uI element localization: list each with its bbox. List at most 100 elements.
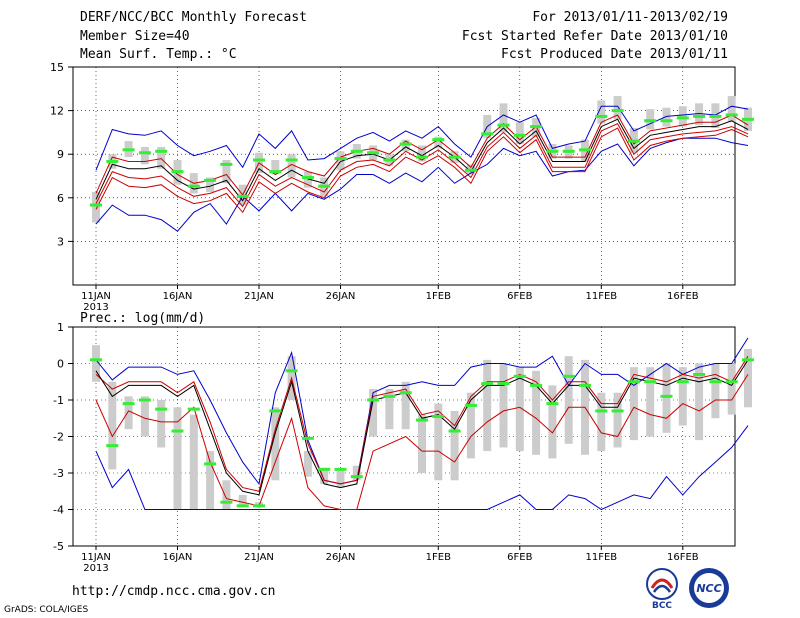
ensemble-box <box>499 103 508 133</box>
ncc-logo-text: NCC <box>696 582 721 595</box>
ensemble-box <box>157 146 166 169</box>
x-tick-label: 1FEB <box>426 291 451 302</box>
ensemble-box <box>369 389 378 437</box>
ensemble-box <box>336 151 345 171</box>
forecast-started-date: Fcst Started Refer Date 2013/01/10 <box>461 29 728 44</box>
ensemble-box <box>695 103 704 126</box>
x-tick-label: 6FEB <box>507 291 532 302</box>
ensemble-box <box>287 154 296 178</box>
series-line-p10 <box>95 374 749 510</box>
ensemble-box <box>695 363 704 441</box>
temperature-panel: 3 6 9 12 15 11JAN 16JAN 21JAN 26JAN 1FEB 6FEB 11FEB… <box>50 61 754 313</box>
y-tick-label: 0 <box>57 358 64 371</box>
ensemble-box <box>173 407 182 510</box>
forecast-produced-date: Fcst Produced Date 2013/01/11 <box>501 47 728 62</box>
ensemble-box <box>434 136 443 149</box>
ensemble-box <box>385 389 394 430</box>
ensemble-box <box>108 381 117 470</box>
series-line-p10 <box>95 123 749 208</box>
ensemble-box <box>352 465 361 481</box>
forecast-period: For 2013/01/11-2013/02/19 <box>532 10 728 25</box>
x-tick-label: 11FEB <box>585 552 617 563</box>
x-tick-label: 11FEB <box>585 291 617 302</box>
x-tick-label: 26JAN <box>326 552 356 563</box>
chart-title: DERF/NCC/BCC Monthly Forecast <box>80 10 307 25</box>
y-tick-label: 3 <box>57 235 64 248</box>
y-tick-label: -4 <box>53 504 64 517</box>
x-tick-label: 1FEB <box>426 552 451 563</box>
ensemble-box <box>206 177 215 192</box>
x-tick-label: 16FEB <box>667 552 699 563</box>
ensemble-box <box>597 100 606 124</box>
ncc-logo: NCC <box>689 568 729 608</box>
ensemble-box <box>303 451 312 477</box>
ensemble-box <box>450 410 459 481</box>
ensemble-box <box>434 403 443 481</box>
x-tick-label: 21JAN <box>244 291 274 302</box>
bcc-logo: BCC <box>646 568 678 610</box>
ensemble-box <box>255 502 263 506</box>
x-year-label: 2013 <box>83 563 108 574</box>
ensemble-box <box>189 414 198 510</box>
x-year-label: 2013 <box>83 302 108 313</box>
precip-panel: 1 0 -1 -2 -3 -4 -5 11JAN 16JAN 21JAN 26JAN 1FEB 6FEB… <box>53 321 754 574</box>
x-tick-label: 26JAN <box>326 291 356 302</box>
grads-credit: GrADS: COLA/IGES <box>4 605 89 615</box>
ensemble-box <box>140 396 149 437</box>
series-line-p90 <box>95 355 749 492</box>
y-tick-label: -1 <box>53 394 64 407</box>
ensemble-box <box>124 396 133 430</box>
y-tick-label: 1 <box>57 321 64 334</box>
series-line-mean <box>95 359 749 496</box>
ensemble-box <box>515 367 524 452</box>
ensemble-box <box>140 146 149 165</box>
ensemble-box <box>629 367 638 441</box>
precip-panel-label: Prec.: log(mm/d) <box>80 311 206 326</box>
series-line-min <box>95 137 749 232</box>
ensemble-box <box>711 363 720 419</box>
ensemble-box <box>483 359 492 452</box>
ensemble-box <box>418 145 426 162</box>
ensemble-box <box>613 96 622 120</box>
ensemble-box <box>92 345 100 382</box>
series-line-min <box>95 425 749 511</box>
ensemble-box <box>662 363 671 433</box>
x-tick-label: 6FEB <box>507 552 532 563</box>
ensemble-box <box>532 370 541 455</box>
ensemble-box <box>303 171 312 188</box>
member-size: Member Size=40 <box>80 29 190 44</box>
y-tick-label: 12 <box>50 105 64 118</box>
ensemble-box <box>499 363 508 448</box>
ensemble-box <box>678 367 687 426</box>
ensemble-box <box>320 469 329 484</box>
ensemble-box <box>222 480 231 510</box>
ensemble-box <box>662 107 671 127</box>
series-line-p5 <box>95 127 749 214</box>
ensemble-box <box>646 367 655 437</box>
y-tick-label: -2 <box>53 431 64 444</box>
ensemble-box <box>466 392 475 459</box>
ensemble-box <box>727 363 736 415</box>
ensemble-box <box>597 392 606 452</box>
ensemble-box <box>206 451 215 510</box>
x-tick-label: 16JAN <box>163 291 193 302</box>
y-tick-label: 6 <box>57 192 64 205</box>
source-url[interactable]: http://cmdp.ncc.cma.gov.cn <box>72 584 276 599</box>
bcc-logo-text: BCC <box>652 601 672 610</box>
plot-frame <box>72 66 736 286</box>
ensemble-box <box>401 381 410 430</box>
x-tick-label: 11JAN <box>81 552 111 563</box>
series-line-max <box>95 105 749 171</box>
ensemble-box <box>92 191 100 223</box>
ensemble-box <box>548 385 557 459</box>
x-tick-label: 21JAN <box>244 552 274 563</box>
x-tick-label: 16JAN <box>163 552 193 563</box>
ensemble-box <box>238 494 247 506</box>
ensemble-box <box>222 160 231 184</box>
variable-label: Mean Surf. Temp.: °C <box>80 47 237 62</box>
x-tick-label: 16FEB <box>667 291 699 302</box>
ensemble-box <box>157 400 166 448</box>
ensemble-box <box>727 96 736 123</box>
y-tick-label: -3 <box>53 467 64 480</box>
